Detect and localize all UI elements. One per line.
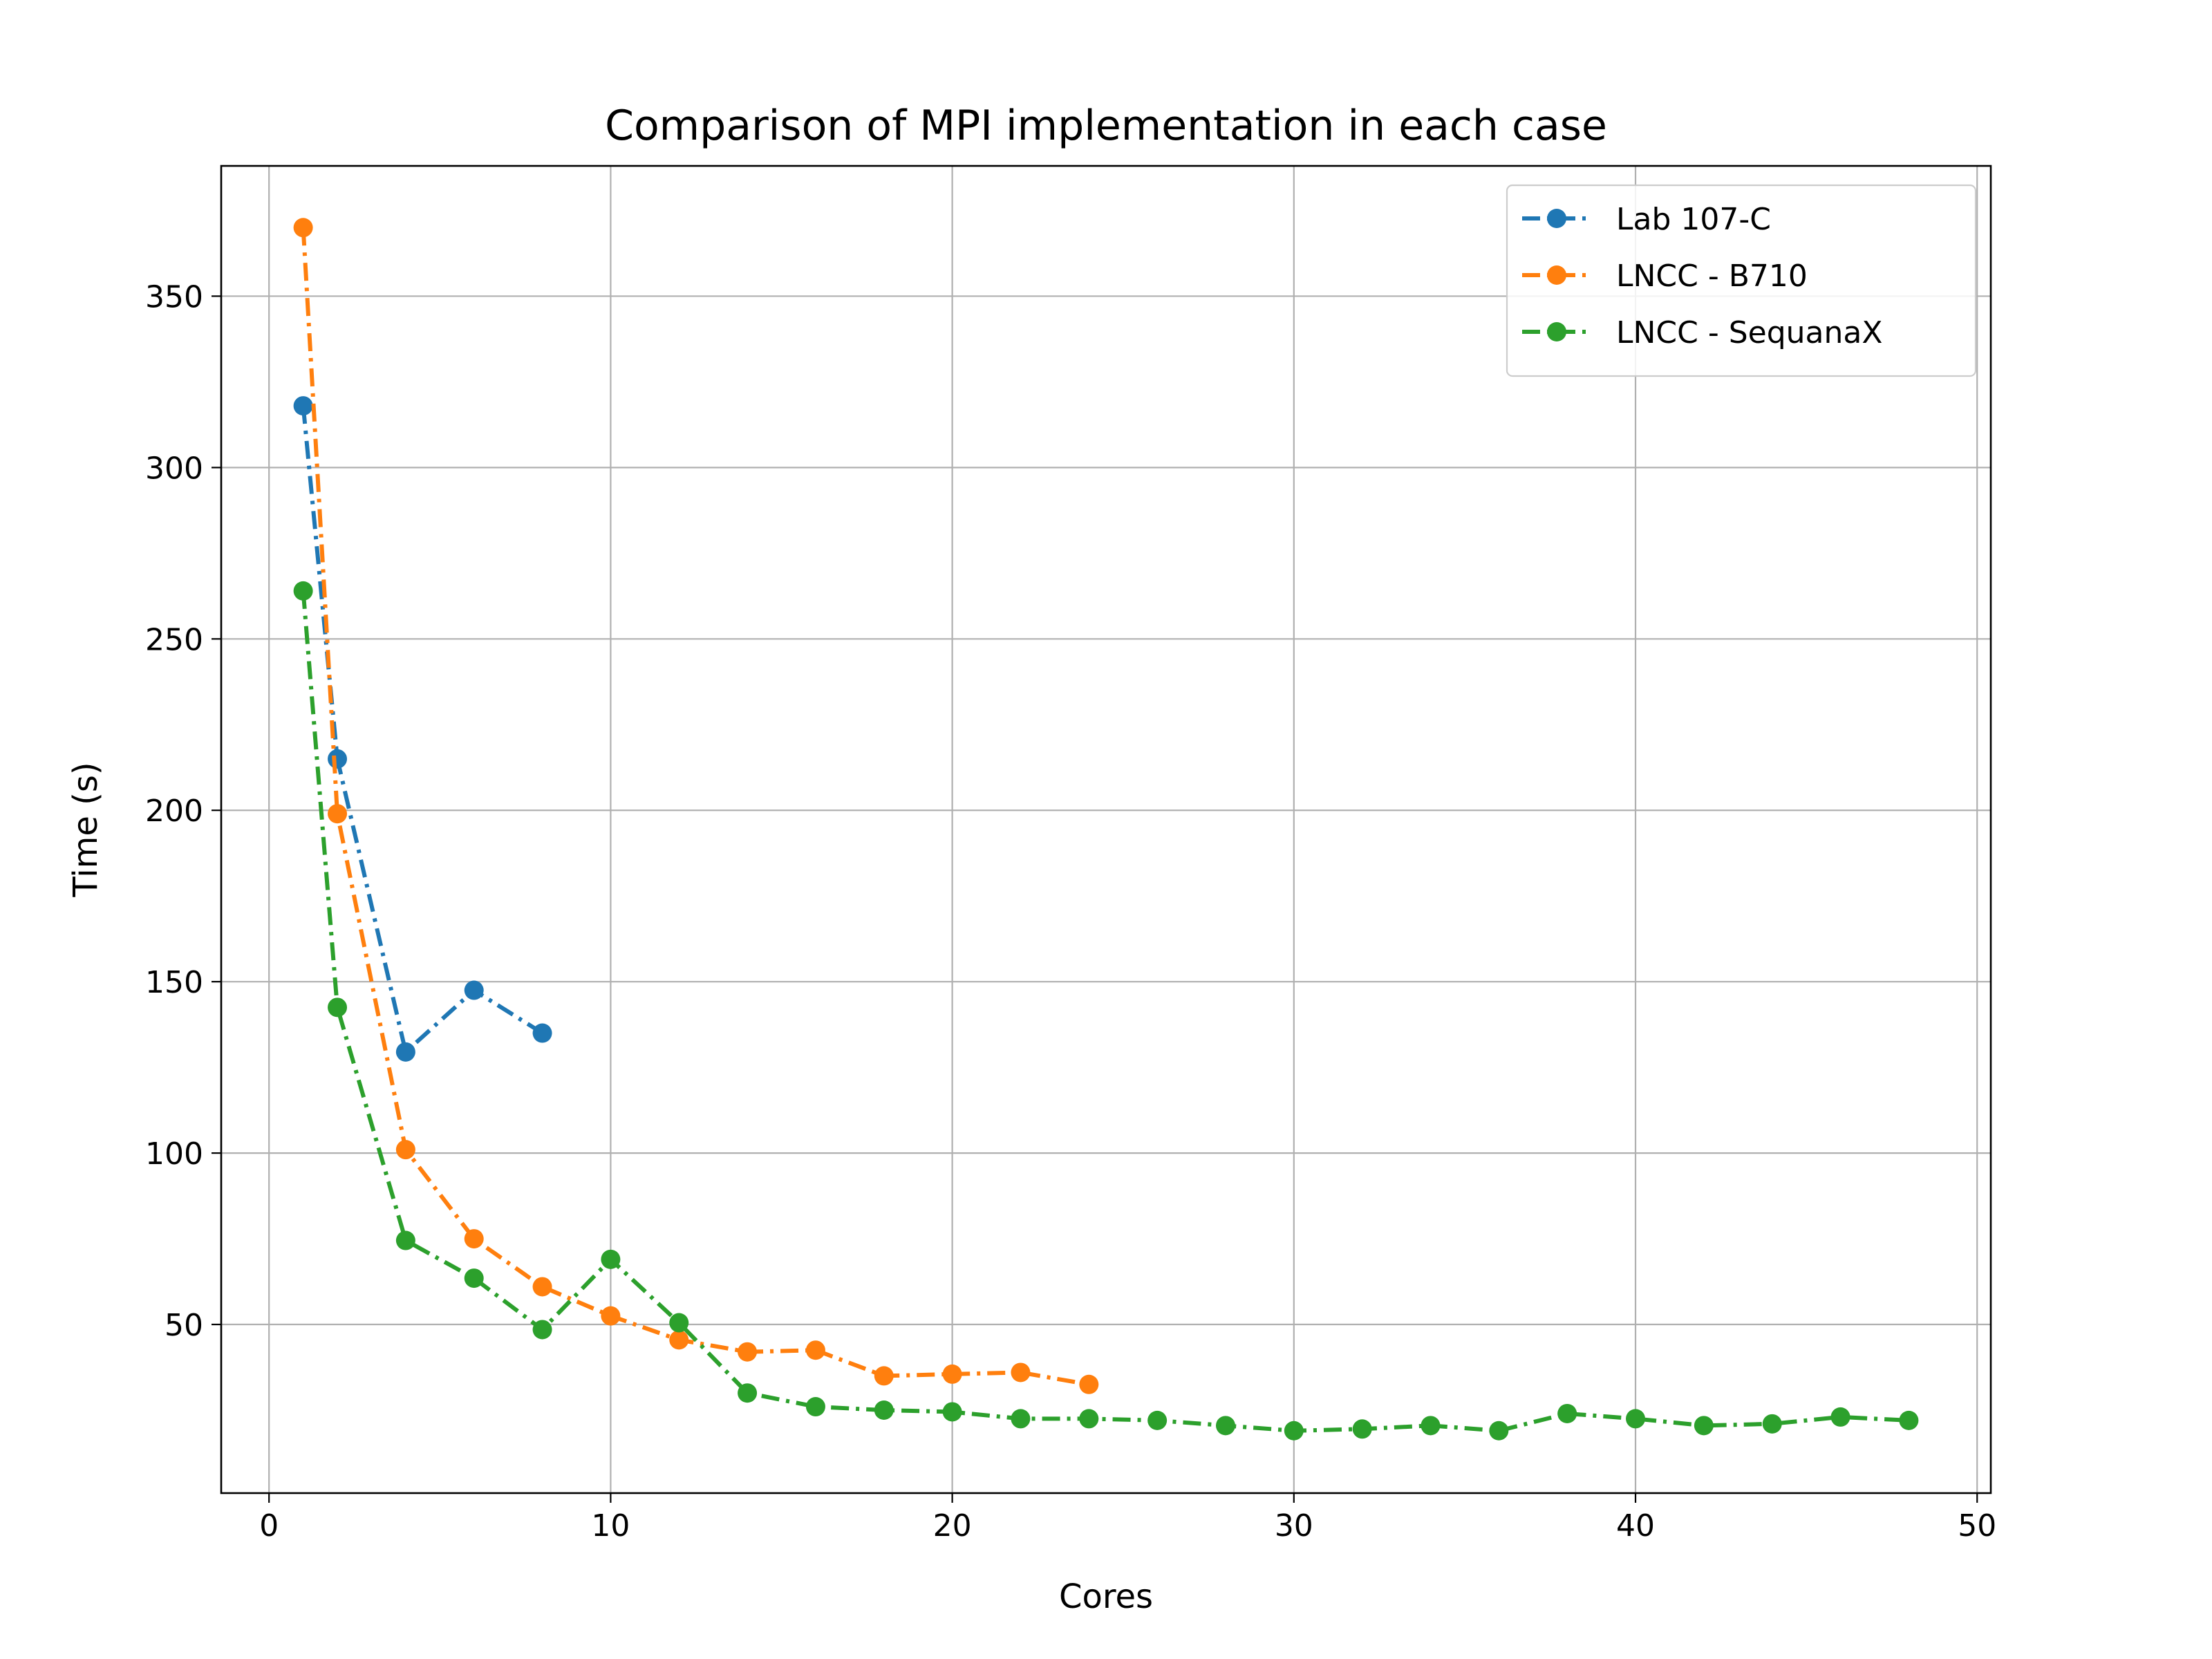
data-point — [395, 1042, 415, 1062]
legend-marker — [1547, 265, 1566, 285]
x-tick-label: 0 — [259, 1508, 279, 1544]
y-tick-label: 350 — [145, 279, 203, 315]
data-point — [328, 804, 348, 824]
data-point — [942, 1402, 962, 1422]
data-point — [395, 1230, 415, 1250]
data-point — [669, 1313, 689, 1333]
x-tick-label: 40 — [1616, 1508, 1655, 1544]
data-point — [1489, 1421, 1509, 1441]
legend-marker — [1547, 322, 1566, 341]
data-point — [738, 1383, 758, 1403]
x-tick-label: 20 — [933, 1508, 972, 1544]
data-point — [328, 997, 348, 1018]
x-tick-label: 50 — [1958, 1508, 1996, 1544]
data-point — [532, 1277, 552, 1297]
x-tick-label: 30 — [1275, 1508, 1313, 1544]
y-tick-label: 50 — [165, 1308, 203, 1343]
legend-label: LNCC - B710 — [1616, 259, 1808, 294]
data-point — [464, 1268, 484, 1288]
series-1 — [293, 218, 1099, 1394]
legend-item: LNCC - SequanaX — [1522, 315, 1883, 350]
data-point — [669, 1330, 689, 1350]
data-point — [1079, 1409, 1099, 1429]
legend-marker — [1547, 209, 1566, 228]
data-point — [1284, 1421, 1304, 1441]
data-point — [1694, 1416, 1714, 1436]
data-point — [293, 218, 313, 238]
y-axis-label: Time (s) — [66, 762, 105, 897]
data-point — [601, 1249, 621, 1269]
y-tick-label: 150 — [145, 965, 203, 1000]
legend-item: Lab 107-C — [1522, 202, 1771, 237]
chart-title: Comparison of MPI implementation in each… — [605, 102, 1607, 150]
legend-label: Lab 107-C — [1616, 202, 1771, 237]
series-layer — [293, 218, 1919, 1441]
y-tick-label: 300 — [145, 451, 203, 486]
data-point — [293, 396, 313, 416]
data-point — [1899, 1410, 1919, 1430]
data-point — [738, 1342, 758, 1362]
data-point — [328, 749, 348, 769]
data-point — [395, 1140, 415, 1160]
legend-label: LNCC - SequanaX — [1616, 315, 1883, 350]
x-tick-label: 10 — [591, 1508, 630, 1544]
data-point — [942, 1364, 962, 1384]
data-point — [805, 1340, 825, 1360]
data-point — [874, 1366, 894, 1386]
data-point — [1011, 1362, 1031, 1382]
data-point — [1215, 1416, 1235, 1436]
legend-frame — [1506, 184, 1977, 377]
data-point — [1830, 1407, 1850, 1427]
x-axis-label: Cores — [1059, 1577, 1153, 1616]
data-point — [805, 1397, 825, 1417]
data-point — [1421, 1416, 1441, 1436]
data-point — [293, 581, 313, 601]
data-point — [532, 1023, 552, 1043]
series-2 — [293, 581, 1919, 1441]
data-point — [1352, 1419, 1372, 1439]
y-tick-label: 200 — [145, 794, 203, 829]
legend-item: LNCC - B710 — [1522, 259, 1808, 294]
data-point — [532, 1320, 552, 1340]
data-point — [874, 1400, 894, 1420]
data-point — [1079, 1374, 1099, 1394]
legend: Lab 107-C LNCC - B710 LNCC - SequanaX — [1506, 184, 1977, 377]
plot-frame — [220, 165, 1992, 1494]
data-point — [1557, 1403, 1577, 1423]
ticks: 0 10 20 30 40 50 50 100 150 200 250 300 350 — [145, 279, 1996, 1544]
data-point — [1626, 1409, 1646, 1429]
data-point — [464, 1229, 484, 1249]
data-point — [601, 1306, 621, 1326]
y-tick-label: 250 — [145, 622, 203, 657]
data-point — [1011, 1409, 1031, 1429]
grid — [221, 166, 1991, 1493]
data-point — [464, 980, 484, 1000]
data-point — [1147, 1410, 1168, 1430]
y-tick-label: 100 — [145, 1136, 203, 1172]
data-point — [1762, 1414, 1782, 1434]
